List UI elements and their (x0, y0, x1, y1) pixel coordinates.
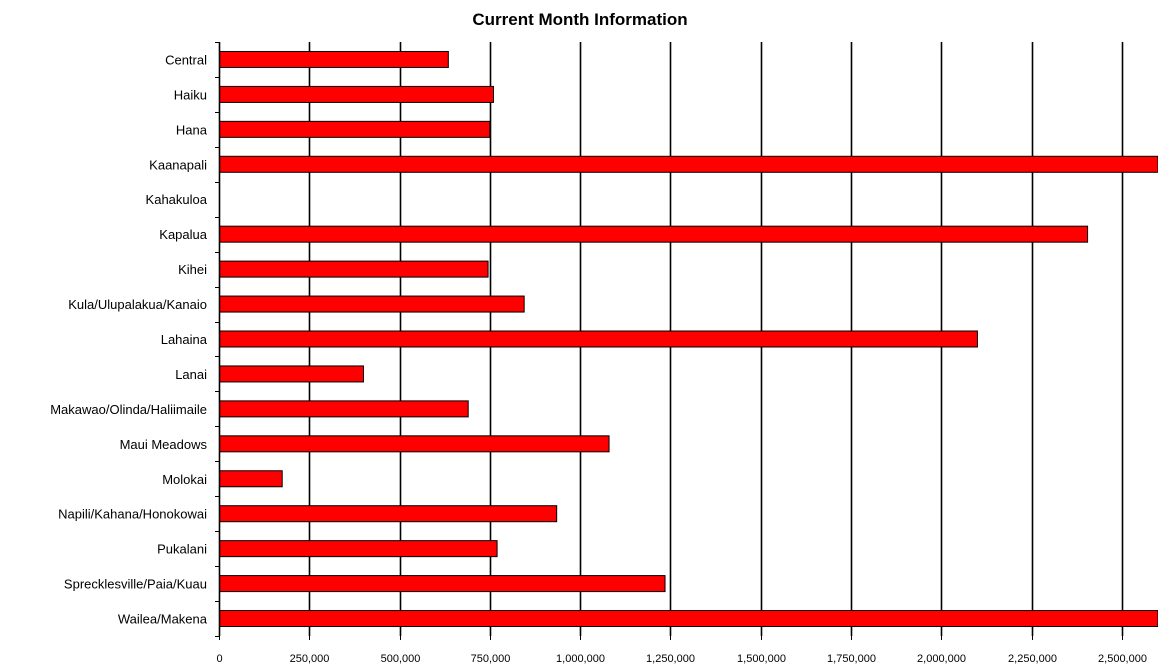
category-label: Haiku (174, 87, 207, 102)
chart-title: Current Month Information (472, 10, 687, 29)
bar (219, 400, 469, 418)
bar (219, 50, 449, 68)
bar (219, 505, 558, 523)
bar (219, 120, 491, 138)
bar (219, 295, 525, 313)
x-tick-label: 1,250,000 (646, 653, 695, 665)
category-label: Sprecklesville/Paia/Kuau (64, 577, 207, 592)
category-label: Pukalani (157, 542, 207, 557)
category-label: Kahakuloa (146, 192, 208, 207)
x-tick-label: 2,500,000 (1098, 653, 1147, 665)
bars (219, 50, 1158, 628)
category-label: Kapalua (159, 227, 207, 242)
x-tick-label: 2,250,000 (1008, 653, 1057, 665)
x-tick-labels: 0 250,000 500,000 750,000 1,000,000 1,250,000… (216, 653, 1147, 665)
bar (219, 610, 1158, 628)
bar (219, 540, 498, 558)
x-tick-label: 1,750,000 (827, 653, 876, 665)
bar (219, 330, 978, 348)
category-labels: Central Haiku Hana Kaanapali Kahakuloa Kapalu… (50, 52, 208, 626)
axes (215, 42, 1123, 640)
bar (219, 575, 666, 593)
category-label: Napili/Kahana/Honokowai (58, 507, 207, 522)
x-tick-label: 2,000,000 (917, 653, 966, 665)
category-label: Kihei (178, 262, 207, 277)
category-label: Wailea/Makena (118, 612, 208, 627)
x-tick-label: 500,000 (381, 653, 421, 665)
category-label: Kaanapali (149, 157, 207, 172)
category-label: Hana (176, 122, 208, 137)
bar (219, 365, 364, 383)
x-tick-label: 0 (216, 653, 222, 665)
x-tick-label: 1,500,000 (737, 653, 786, 665)
bar (219, 85, 494, 103)
category-label: Lahaina (161, 332, 208, 347)
category-label: Lanai (175, 367, 207, 382)
category-label: Makawao/Olinda/Haliimaile (50, 402, 207, 417)
bar (219, 435, 610, 453)
bar (219, 470, 283, 488)
bar (219, 260, 489, 278)
x-tick-label: 750,000 (471, 653, 511, 665)
x-tick-label: 1,000,000 (556, 653, 605, 665)
category-label: Kula/Ulupalakua/Kanaio (68, 297, 207, 312)
category-label: Maui Meadows (120, 437, 208, 452)
category-label: Molokai (162, 472, 207, 487)
bar (219, 155, 1158, 173)
category-label: Central (165, 52, 207, 67)
bar (219, 225, 1089, 243)
x-tick-label: 250,000 (290, 653, 330, 665)
